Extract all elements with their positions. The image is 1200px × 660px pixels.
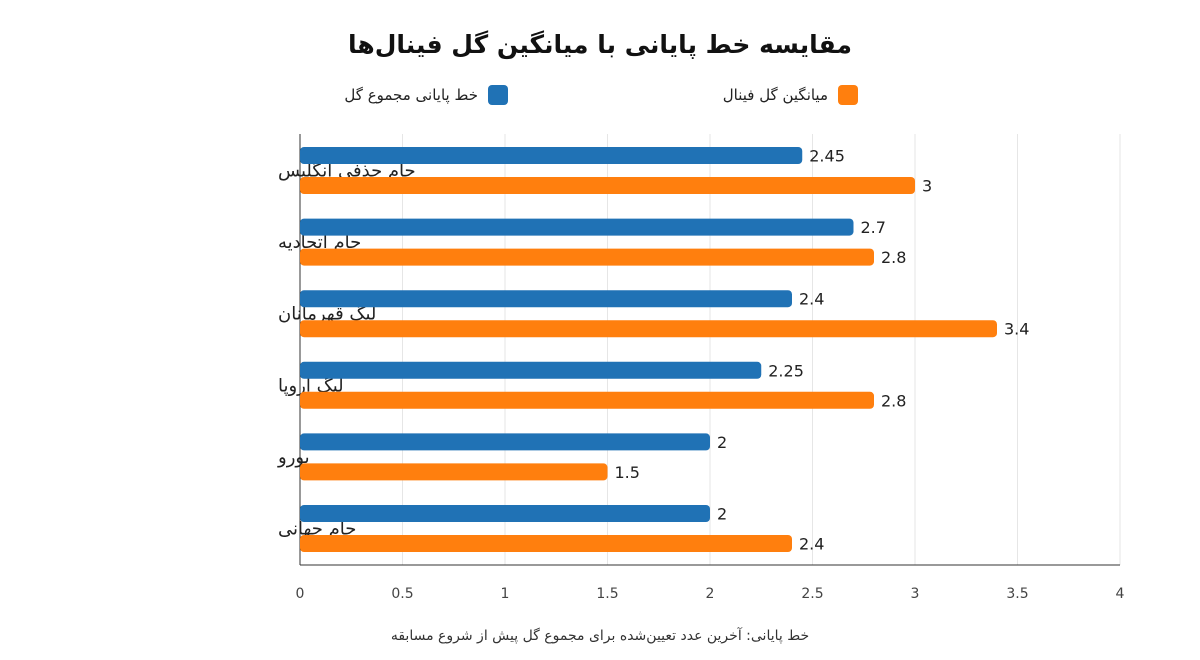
chart-caption: خط پایانی: آخرین عدد تعیین‌شده برای مجمو… — [390, 628, 810, 644]
bar — [300, 147, 803, 164]
bar — [300, 361, 762, 379]
data-label: 1.5 — [615, 463, 640, 482]
category-label: یورو — [277, 447, 310, 468]
data-label: 2.7 — [861, 218, 886, 237]
category-label: جام جهانی — [278, 519, 356, 540]
data-label: 2.4 — [799, 290, 824, 309]
data-label: 2.25 — [768, 361, 804, 380]
bar — [300, 535, 792, 552]
data-label: 2.8 — [881, 391, 906, 410]
bar — [300, 433, 710, 451]
x-tick-label: 3 — [911, 586, 920, 602]
data-label: 2.45 — [809, 147, 845, 166]
x-tick-label: 1.5 — [596, 586, 618, 602]
x-tick-label: 0 — [296, 586, 305, 602]
bar — [300, 218, 854, 236]
legend-swatch-total-line — [488, 85, 508, 105]
bar — [300, 463, 608, 481]
x-tick-label: 2.5 — [801, 586, 823, 602]
x-tick-label: 2 — [706, 586, 715, 602]
data-label: 2 — [717, 505, 727, 524]
bar — [300, 320, 997, 338]
bar — [300, 248, 874, 266]
bar — [300, 177, 915, 194]
legend-item-final-average[interactable]: میانگین گل فینال — [723, 84, 858, 106]
bar — [300, 290, 792, 308]
chart-title: مقایسه خط پایانی با میانگین گل فینال‌ها — [348, 30, 852, 59]
bar — [300, 505, 710, 522]
x-tick-label: 1 — [501, 586, 510, 602]
data-label: 3.4 — [1004, 320, 1029, 339]
x-tick-label: 3.5 — [1006, 586, 1028, 602]
data-label: 3 — [922, 177, 932, 196]
legend-item-total-line[interactable]: خط پایانی مجموع گل — [344, 84, 508, 106]
x-tick-label: 4 — [1116, 586, 1125, 602]
legend-label-total-line: خط پایانی مجموع گل — [344, 86, 478, 104]
legend-swatch-final-average — [838, 85, 858, 105]
category-label: جام حذفی انگلیس — [278, 160, 416, 182]
x-tick-label: 0.5 — [391, 586, 413, 602]
category-label: لیگ اروپا — [278, 374, 344, 396]
data-label: 2 — [717, 433, 727, 452]
bar — [300, 391, 874, 409]
legend-label-final-average: میانگین گل فینال — [722, 86, 828, 104]
data-label: 2.8 — [881, 248, 906, 267]
data-label: 2.4 — [799, 535, 824, 554]
category-label: جام اتحادیه — [278, 232, 361, 253]
category-label: لیگ قهرمانان — [278, 303, 376, 325]
